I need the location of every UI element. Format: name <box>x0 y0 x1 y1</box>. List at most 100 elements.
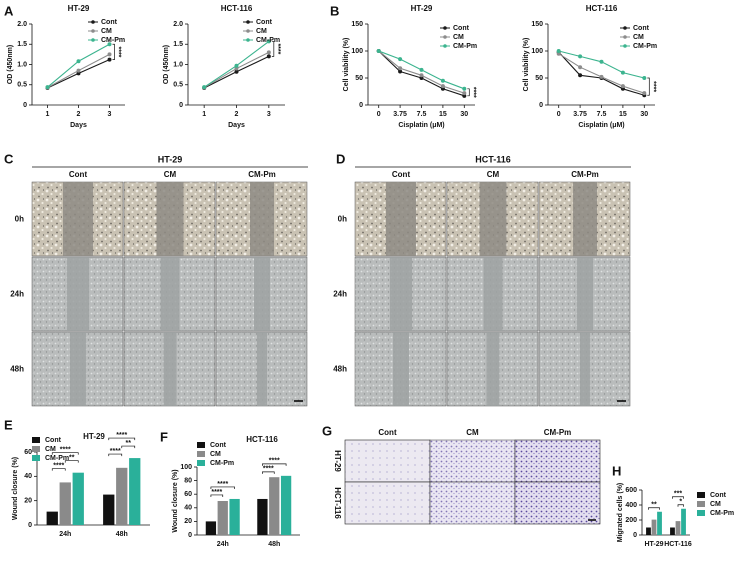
y-tick-label: 150 <box>351 21 363 28</box>
row-label: HT-29 <box>333 450 342 472</box>
y-tick-label: 0.5 <box>173 82 183 89</box>
significance-bracket <box>271 41 275 57</box>
significance-bracket <box>648 507 660 510</box>
y-tick-label: 400 <box>625 502 637 509</box>
data-point <box>234 63 239 68</box>
data-point <box>376 49 381 53</box>
wound-gap <box>67 257 89 331</box>
legend-label: CM <box>101 28 112 35</box>
x-tick-label: 3 <box>267 111 271 118</box>
y-tick-label: 20 <box>184 518 192 525</box>
legend-label: CM-Pm <box>210 460 234 467</box>
data-point <box>76 59 81 64</box>
wound-gap <box>257 332 267 406</box>
data-point <box>462 91 467 96</box>
significance-bracket <box>262 471 275 474</box>
legend-swatch <box>197 442 205 448</box>
wound-gap <box>156 182 184 256</box>
x-tick-label: 30 <box>640 111 648 118</box>
legend-label: CM <box>633 34 644 41</box>
chart-title: HCT-116 <box>221 4 253 13</box>
data-point <box>266 50 271 55</box>
wound-gap <box>390 257 412 331</box>
y-tick-label: 50 <box>355 75 363 82</box>
panel-letter: H <box>612 463 621 478</box>
legend-marker <box>443 26 447 30</box>
wound-gap <box>63 182 93 256</box>
x-tick-label: 3.75 <box>393 111 407 118</box>
y-tick-label: 80 <box>184 477 192 484</box>
bar <box>280 475 292 535</box>
y-axis-label: Migrated cells (%) <box>617 483 624 543</box>
legend-swatch <box>697 510 705 516</box>
y-tick-label: 40 <box>184 505 192 512</box>
legend-label: Cont <box>633 25 650 32</box>
significance-bracket <box>64 460 79 463</box>
legend-label: CM-Pm <box>256 37 280 44</box>
x-tick-label: 15 <box>619 111 627 118</box>
legend-marker <box>443 44 447 48</box>
bar <box>269 477 280 535</box>
bar <box>217 501 228 535</box>
micrograph <box>429 481 516 525</box>
micrograph <box>514 481 601 525</box>
x-tick-label: HCT-116 <box>664 541 692 548</box>
y-tick-label: 2.0 <box>173 21 183 28</box>
wound-gap <box>393 332 409 406</box>
significance-bracket <box>51 468 66 471</box>
wound-gap <box>70 332 86 406</box>
legend-label: CM-Pm <box>710 510 734 517</box>
data-point <box>45 85 50 90</box>
column-label: CM <box>466 428 479 437</box>
x-axis-label: Cisplatin (μM) <box>578 122 624 129</box>
significance-label: **** <box>211 489 222 496</box>
legend-label: Cont <box>101 19 118 26</box>
legend-label: Cont <box>210 442 227 449</box>
panel-letter: A <box>4 3 14 18</box>
data-point <box>202 85 207 90</box>
x-tick-label: 3.75 <box>573 111 587 118</box>
x-tick-label: 3 <box>108 111 112 118</box>
legend-label: CM <box>710 501 721 508</box>
y-tick-label: 1.0 <box>173 61 183 68</box>
y-tick-label: 1.5 <box>173 41 183 48</box>
column-label: CM-Pm <box>544 428 572 437</box>
data-point <box>398 66 403 71</box>
significance-bracket <box>108 437 136 441</box>
row-label: 48h <box>333 365 347 374</box>
bar <box>103 494 115 525</box>
significance-label: **** <box>53 463 64 470</box>
data-point <box>440 78 445 83</box>
column-label: Cont <box>69 170 88 179</box>
y-tick-label: 60 <box>184 491 192 498</box>
x-tick-label: 0 <box>377 111 381 118</box>
legend-marker <box>91 29 95 33</box>
bar <box>670 527 675 535</box>
legend-label: CM-Pm <box>633 43 657 50</box>
wound-gap <box>483 257 503 331</box>
x-tick-label: HT-29 <box>644 541 663 548</box>
chart-title: HT-29 <box>411 4 433 13</box>
legend-marker <box>246 38 250 42</box>
bar <box>205 521 217 535</box>
y-tick-label: 0 <box>188 532 192 539</box>
bar <box>46 511 58 525</box>
series-line <box>378 50 465 94</box>
wound-gap <box>250 182 274 256</box>
column-label: CM-Pm <box>571 170 599 179</box>
chart-title: HT-29 <box>83 432 105 441</box>
y-tick-label: 600 <box>625 487 637 494</box>
panel-letter: E <box>4 417 13 432</box>
legend-label: CM-Pm <box>101 37 125 44</box>
series-line <box>558 53 645 94</box>
significance-label: **** <box>274 43 281 54</box>
data-point <box>578 65 583 70</box>
legend-marker <box>443 35 447 39</box>
bar <box>116 467 128 525</box>
bar <box>59 482 71 525</box>
significance-label: **** <box>269 458 280 465</box>
legend-marker <box>91 38 95 42</box>
bar <box>646 527 651 535</box>
data-point <box>620 84 625 89</box>
